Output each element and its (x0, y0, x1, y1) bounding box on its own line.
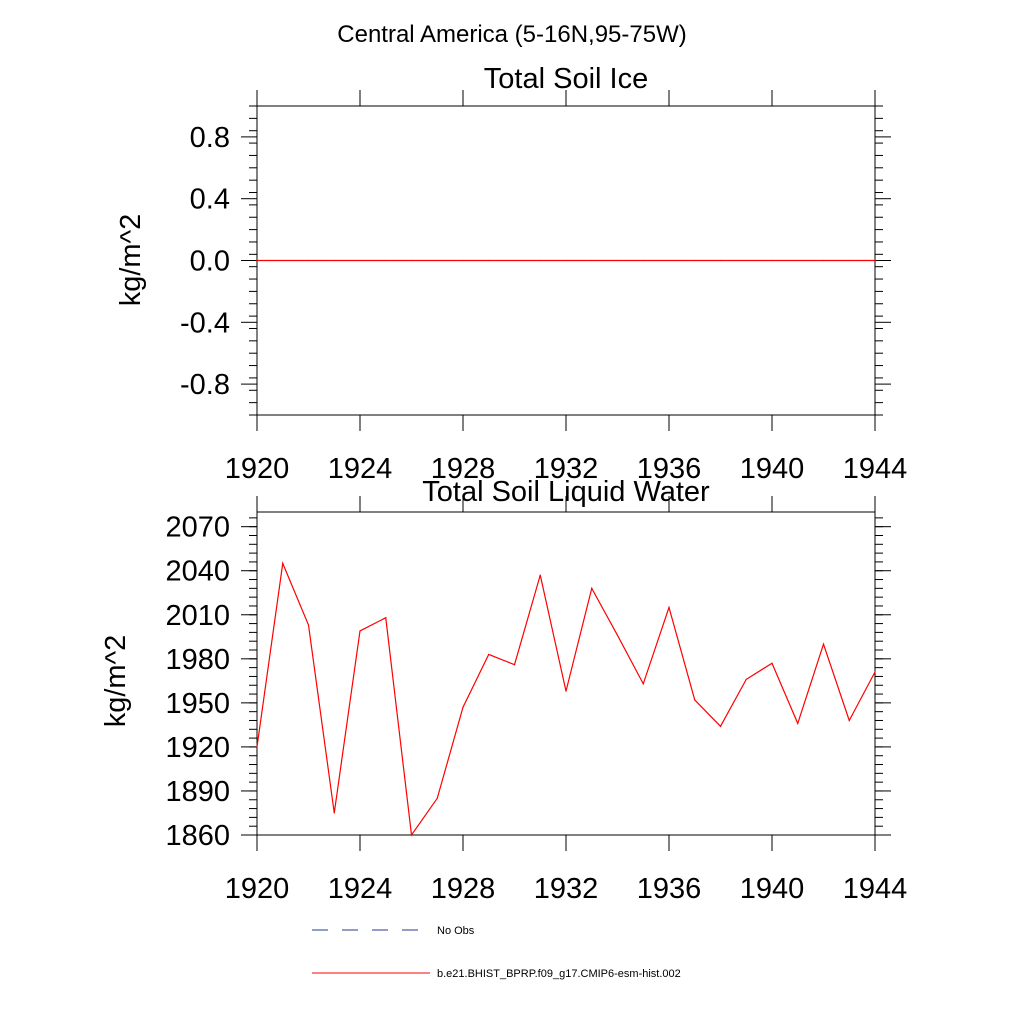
data-point (771, 662, 773, 664)
y-tick-label: 0.8 (190, 122, 230, 154)
data-point (256, 259, 258, 262)
panel-title: Total Soil Ice (484, 63, 648, 95)
data-point (745, 678, 747, 680)
data-point (307, 259, 310, 262)
data-point (565, 259, 567, 262)
data-point (410, 259, 413, 262)
data-point (436, 797, 438, 799)
y-tick-label: 1860 (165, 820, 230, 852)
data-point (282, 562, 284, 564)
y-tick-label: 1980 (165, 644, 230, 676)
y-tick-label: 1890 (165, 776, 230, 808)
plot-frame (256, 511, 876, 836)
data-point (797, 722, 799, 725)
legend-item: b.e21.BHIST_BPRP.f09_g17.CMIP6-esm-hist.… (312, 968, 681, 980)
data-point (719, 725, 722, 727)
legend-item: No Obs (312, 925, 475, 937)
data-point (591, 259, 593, 262)
x-tick-label: 1940 (740, 873, 805, 905)
data-point (410, 834, 413, 836)
data-point (565, 690, 567, 692)
data-point (874, 671, 876, 673)
data-point (359, 259, 361, 262)
y-tick-label: 2040 (165, 556, 230, 588)
legend-label: No Obs (437, 925, 475, 937)
y-tick-label: 0.0 (190, 246, 230, 278)
data-point (488, 259, 490, 262)
y-tick-label: -0.4 (180, 307, 230, 339)
data-point (822, 259, 825, 262)
data-point (616, 259, 619, 262)
legend: No Obs b.e21.BHIST_BPRP.f09_g17.CMIP6-esm… (312, 925, 681, 980)
data-point (616, 634, 619, 636)
y-tick-label: 2070 (165, 512, 230, 544)
data-point (642, 259, 644, 262)
data-point (256, 746, 258, 748)
data-point (539, 574, 541, 576)
y-axis-label: kg/m^2 (100, 635, 132, 728)
series-line-1 (256, 561, 876, 837)
data-point (488, 653, 490, 656)
x-tick-label: 1924 (328, 873, 393, 905)
x-tick-label: 1928 (431, 453, 496, 485)
y-tick-label: 1950 (165, 688, 230, 720)
data-point (874, 259, 876, 262)
data-point (513, 259, 516, 262)
legend-label: b.e21.BHIST_BPRP.f09_g17.CMIP6-esm-hist.… (437, 968, 681, 980)
x-tick-label: 1936 (637, 453, 702, 485)
data-point (719, 259, 722, 262)
data-point (771, 259, 773, 262)
y-tick-label: 0.4 (190, 184, 230, 216)
data-point (359, 630, 361, 632)
x-tick-label: 1920 (225, 453, 290, 485)
chart-panel-1: Total Soil Ice kg/m^2 1920 1924 1928 1932 1936… (115, 63, 907, 485)
data-point (745, 259, 747, 262)
data-point (385, 617, 387, 619)
x-tick-label: 1928 (431, 873, 496, 905)
chart-panels: Total Soil Ice kg/m^2 1920 1924 1928 1932 1936… (100, 63, 907, 905)
data-point (668, 606, 670, 609)
data-point (385, 259, 387, 262)
x-tick-label: 1924 (328, 453, 393, 485)
y-tick-label: -0.8 (180, 369, 230, 401)
x-tick-label: 1936 (637, 873, 702, 905)
data-point (668, 259, 670, 262)
data-point (513, 664, 516, 666)
x-tick-label: 1932 (534, 873, 599, 905)
data-point (539, 259, 541, 262)
data-point (848, 719, 850, 722)
data-point (282, 259, 284, 262)
x-tick-label: 1944 (843, 873, 908, 905)
data-point (436, 259, 438, 262)
data-point (642, 683, 644, 685)
data-point (694, 699, 696, 701)
y-axis-label: kg/m^2 (115, 214, 147, 307)
y-tick-label: 2010 (165, 600, 230, 632)
data-point (333, 259, 335, 262)
y-tick-label: 1920 (165, 732, 230, 764)
data-point (307, 624, 310, 626)
data-point (694, 259, 696, 262)
x-tick-label: 1944 (843, 453, 908, 485)
data-point (848, 259, 850, 262)
data-point (462, 706, 464, 708)
x-tick-label: 1940 (740, 453, 805, 485)
data-point (591, 587, 593, 589)
data-point (333, 812, 335, 814)
x-tick-label: 1920 (225, 873, 290, 905)
data-point (822, 643, 825, 645)
data-point (462, 259, 464, 262)
x-tick-label: 1932 (534, 453, 599, 485)
data-point (797, 259, 799, 262)
figure-title: Central America (5-16N,95-75W) (337, 21, 686, 48)
